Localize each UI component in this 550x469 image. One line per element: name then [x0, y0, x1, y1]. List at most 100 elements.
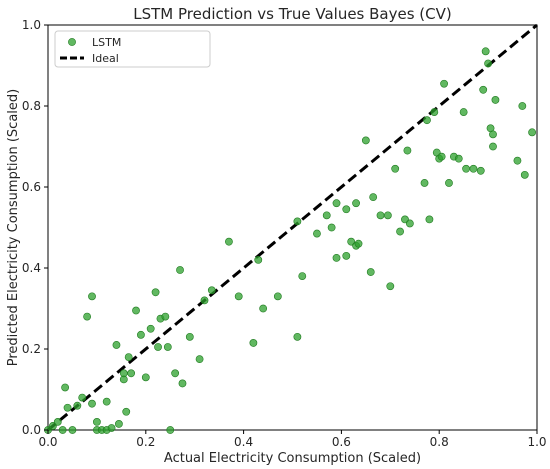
- lstm-point: [154, 343, 162, 351]
- lstm-point: [225, 237, 233, 246]
- y-tick-label: 1.0: [22, 18, 41, 32]
- lstm-point: [481, 47, 490, 56]
- lstm-point: [445, 179, 453, 187]
- lstm-point: [327, 223, 336, 232]
- lstm-point: [185, 332, 194, 341]
- lstm-point: [454, 154, 463, 163]
- lstm-point: [163, 343, 172, 351]
- lstm-point: [479, 85, 488, 94]
- ideal-line-group: [47, 23, 538, 432]
- x-axis-label: Actual Electricity Consumption (Scaled): [164, 451, 421, 466]
- legend: LSTM Ideal: [54, 30, 211, 68]
- lstm-point: [53, 417, 62, 426]
- lstm-point: [141, 373, 150, 382]
- x-tick-label: 0.6: [332, 435, 351, 449]
- lstm-point: [195, 355, 204, 364]
- y-axis-ticks: 0.0 0.2 0.4 0.6 0.8 1.0: [22, 18, 48, 437]
- lstm-point: [161, 312, 170, 321]
- lstm-point: [354, 239, 363, 248]
- lstm-point: [391, 164, 400, 173]
- lstm-point: [178, 379, 187, 388]
- lstm-point: [259, 304, 268, 313]
- lstm-point: [102, 397, 111, 406]
- lstm-point: [151, 288, 160, 297]
- lstm-point: [396, 227, 404, 236]
- lstm-point: [366, 268, 375, 276]
- lstm-point: [137, 330, 145, 339]
- lstm-point: [166, 426, 175, 434]
- lstm-point: [171, 369, 180, 378]
- lstm-point: [440, 79, 448, 88]
- lstm-point: [518, 102, 527, 110]
- lstm-point: [176, 266, 184, 274]
- lstm-point: [119, 369, 128, 378]
- lstm-point: [489, 142, 497, 151]
- y-tick-label: 0.8: [22, 99, 41, 113]
- lstm-point: [146, 324, 155, 333]
- lstm-point: [112, 341, 121, 349]
- lstm-point: [322, 211, 331, 220]
- x-tick-label: 0.8: [430, 435, 449, 449]
- lstm-point: [124, 353, 133, 361]
- lstm-point: [293, 217, 302, 226]
- lstm-point: [88, 292, 96, 301]
- lstm-point: [528, 128, 537, 137]
- lstm-point: [437, 152, 446, 161]
- ideal-line: [47, 23, 538, 432]
- lstm-point: [293, 332, 302, 341]
- lstm-point: [420, 179, 429, 187]
- y-tick-label: 0.4: [22, 261, 41, 275]
- lstm-point: [132, 306, 140, 315]
- legend-lstm-marker: [68, 38, 76, 46]
- lstm-point: [332, 253, 341, 262]
- lstm-point: [369, 193, 378, 202]
- lstm-point: [313, 229, 321, 238]
- y-tick-label: 0.0: [22, 423, 41, 437]
- lstm-point: [61, 383, 70, 392]
- lstm-point: [342, 205, 351, 214]
- y-tick-label: 0.6: [22, 180, 41, 194]
- lstm-point: [234, 292, 243, 301]
- lstm-point: [332, 199, 341, 208]
- lstm-point: [78, 393, 87, 402]
- x-axis-ticks: 0.0 0.2 0.4 0.6 0.8 1.0: [38, 430, 547, 449]
- lstm-point: [513, 156, 522, 165]
- x-tick-label: 1.0: [527, 435, 546, 449]
- lstm-point: [469, 164, 478, 173]
- lstm-point: [520, 170, 529, 179]
- lstm-points: [44, 47, 537, 434]
- lstm-point: [376, 211, 385, 220]
- lstm-point: [63, 403, 72, 412]
- y-axis-label: Predicted Electricity Consumption (Scale…: [6, 89, 21, 366]
- legend-lstm-label: LSTM: [92, 36, 121, 49]
- legend-box: [54, 30, 211, 68]
- lstm-point: [58, 426, 67, 434]
- lstm-point: [352, 199, 360, 208]
- lstm-point: [484, 59, 492, 68]
- lstm-point: [273, 292, 282, 301]
- lstm-point: [476, 166, 485, 175]
- lstm-point: [83, 312, 92, 321]
- lstm-point: [73, 401, 82, 410]
- lstm-point: [122, 407, 131, 416]
- x-tick-label: 0.0: [38, 435, 57, 449]
- lstm-point: [342, 251, 351, 260]
- lstm-point: [491, 96, 500, 104]
- lstm-point: [127, 369, 136, 378]
- lstm-point: [459, 108, 468, 116]
- lstm-point: [361, 136, 370, 145]
- lstm-point: [107, 424, 116, 432]
- lstm-point: [403, 146, 412, 155]
- lstm-point: [430, 108, 439, 116]
- lstm-point: [425, 215, 434, 224]
- lstm-point: [405, 219, 414, 228]
- lstm-point: [489, 130, 497, 139]
- x-tick-label: 0.4: [234, 435, 253, 449]
- lstm-point: [462, 164, 470, 173]
- lstm-point: [383, 211, 392, 220]
- lstm-point: [254, 255, 263, 264]
- lstm-point: [298, 272, 307, 280]
- lstm-point: [115, 420, 123, 428]
- lstm-point: [207, 286, 216, 295]
- lstm-point: [93, 417, 101, 426]
